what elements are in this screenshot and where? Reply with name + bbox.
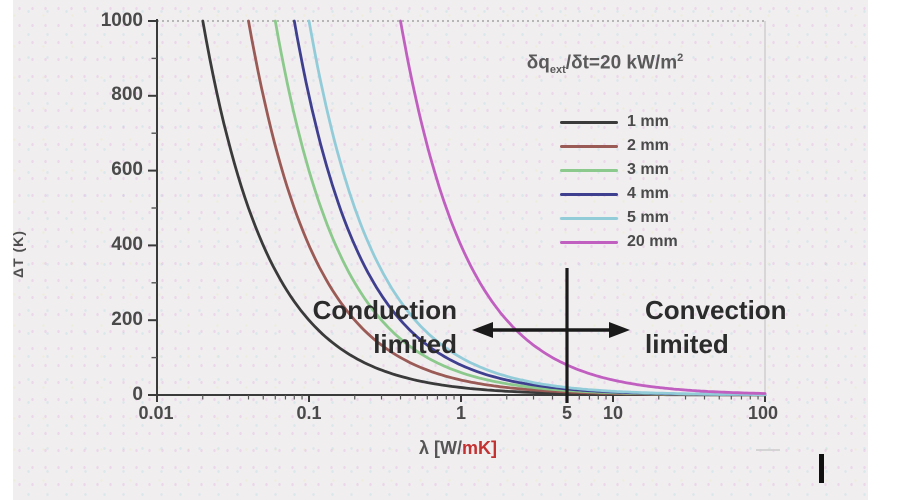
smudge-artifact [756,449,780,454]
annotation-sup: 2 [677,52,684,64]
y-tick-800: 800 [111,84,143,105]
legend-line-4mm-icon [560,192,618,196]
legend-line-1mm-icon [560,120,618,124]
convection-limited-label: Convection limited [645,293,875,361]
y-tick-200: 200 [111,309,143,330]
cursor-bar-artifact [819,454,824,483]
legend-row-2mm: 2 mm [560,134,678,158]
arrow-left-head-icon [472,322,493,338]
curve-5mm [307,19,767,397]
legend-line-3mm-icon [560,168,618,172]
x-tick-0p1: 0.1 [296,403,322,423]
annotation-p1: δq [526,52,550,74]
y-tick-0: 0 [132,384,143,405]
y-tick-600: 600 [111,159,143,180]
conduction-line2: limited [373,329,457,359]
x-tick-0p01: 0.01 [138,403,174,423]
x-axis-title-red-part: mK] [462,438,497,458]
y-tick-400: 400 [111,234,143,255]
legend-label-3mm: 3 mm [627,161,669,178]
x-axis-title-main: λ [W/ [419,438,462,458]
right-white-margin [868,0,900,500]
x-tick-10: 10 [602,403,624,423]
legend-row-3mm: 3 mm [560,158,678,182]
convection-line1: Convection [645,295,787,325]
x-tick-100: 100 [747,403,779,423]
double-arrow [472,322,630,338]
data-curves [201,19,767,397]
left-white-margin [0,0,13,500]
heat-flux-annotation: δqext/δt=20 kW/m2 [455,52,755,76]
x-axis-title: λ [W/mK] [378,438,538,459]
legend-label-5mm: 5 mm [627,209,669,226]
x-tick-5: 5 [561,403,572,423]
convection-line2: limited [645,329,729,359]
legend-line-5mm-icon [560,216,618,220]
conduction-limited-label: Conduction limited [215,293,457,361]
legend-row-5mm: 5 mm [560,206,678,230]
legend-label-20mm: 20 mm [627,233,678,250]
y-axis-title: ΔT (K) [10,230,26,278]
y-tick-1000: 1000 [100,10,143,31]
legend-label-2mm: 2 mm [627,137,669,154]
conduction-line1: Conduction [312,295,457,325]
legend-row-4mm: 4 mm [560,182,678,206]
x-tick-1: 1 [455,403,466,423]
legend-line-2mm-icon [560,144,618,148]
annotation-sub: ext [549,64,566,77]
legend-row-1mm: 1 mm [560,110,678,134]
legend-label-4mm: 4 mm [627,185,669,202]
arrow-right-head-icon [609,322,630,338]
annotation-p2: /δt=20 kW/m [565,52,678,74]
legend-label-1mm: 1 mm [627,113,669,130]
legend-row-20mm: 20 mm [560,230,678,254]
curve-20mm [399,19,767,395]
legend: 1 mm 2 mm 3 mm 4 mm 5 mm 20 mm [560,110,678,254]
axis-ticks [148,20,766,402]
legend-line-20mm-icon [560,240,618,244]
